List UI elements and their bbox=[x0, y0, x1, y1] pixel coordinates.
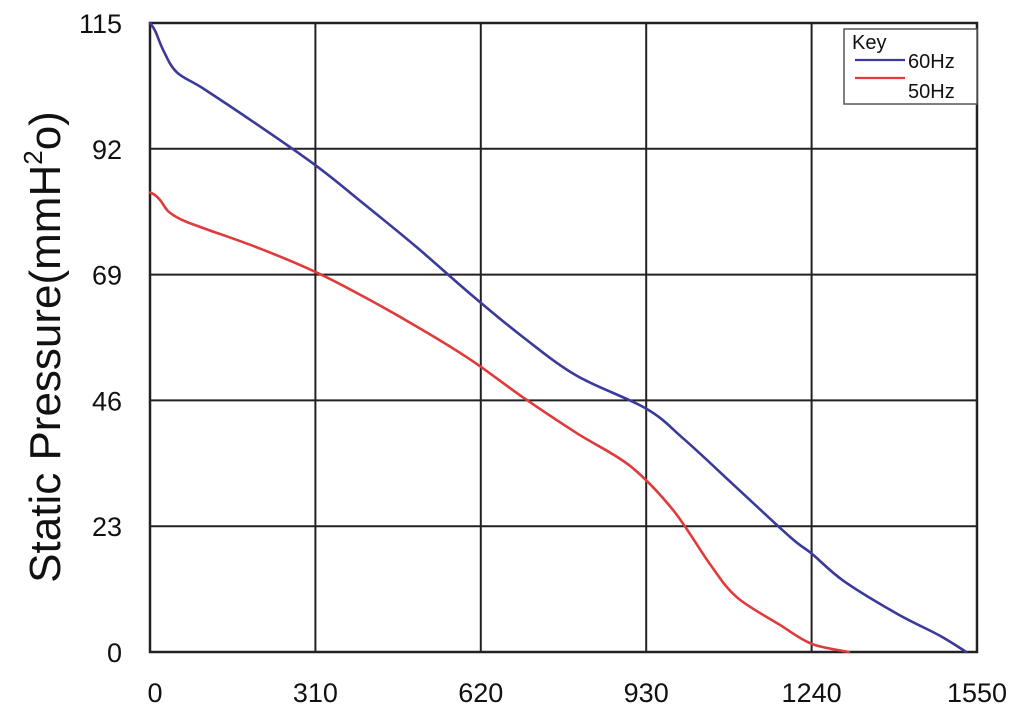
plot-border bbox=[148, 21, 979, 654]
y-axis-title-superscript: 2 bbox=[18, 150, 48, 164]
y-tick-labels: 0 23 46 69 92 115 bbox=[79, 9, 122, 668]
y-tick-label-0: 0 bbox=[107, 638, 122, 668]
y-axis-title: Static Pressure(mmH2o) bbox=[18, 111, 70, 583]
series-line-50hz bbox=[148, 191, 851, 654]
y-tick-label-4: 92 bbox=[92, 135, 122, 165]
legend-title: Key bbox=[852, 32, 886, 54]
grid-lines bbox=[150, 23, 977, 652]
legend: Key 60Hz 50Hz bbox=[843, 28, 978, 105]
legend-label-60hz: 60Hz bbox=[908, 51, 955, 73]
x-tick-label-1: 310 bbox=[293, 678, 338, 708]
legend-label-50hz: 50Hz bbox=[908, 81, 955, 103]
x-tick-label-2: 620 bbox=[458, 678, 503, 708]
series-line-60hz bbox=[148, 21, 968, 654]
y-axis-title-main: Static Pressure(mmH bbox=[21, 165, 70, 583]
y-tick-label-3: 69 bbox=[92, 261, 122, 291]
legend-box bbox=[843, 28, 978, 105]
y-tick-label-1: 23 bbox=[92, 512, 122, 542]
x-tick-label-3: 930 bbox=[624, 678, 669, 708]
x-tick-label-5: 1550 bbox=[947, 678, 1007, 708]
y-axis-title-tail: o) bbox=[21, 111, 70, 150]
x-tick-label-0: 0 bbox=[147, 678, 162, 708]
plot-frame bbox=[148, 21, 979, 654]
y-tick-label-5: 115 bbox=[79, 9, 122, 39]
x-tick-label-4: 1240 bbox=[782, 678, 842, 708]
x-tick-labels: 0 310 620 930 1240 1550 bbox=[147, 678, 1007, 708]
y-tick-label-2: 46 bbox=[92, 386, 122, 416]
series-lines bbox=[148, 21, 968, 654]
